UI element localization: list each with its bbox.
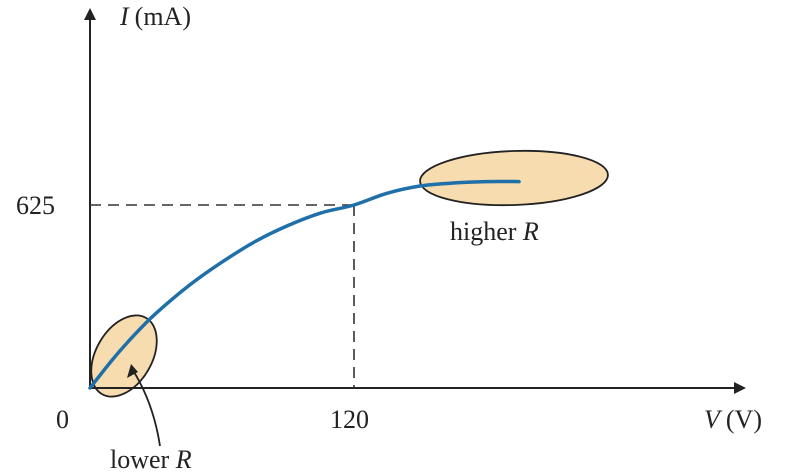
lower-r-label-word: lower xyxy=(110,445,176,472)
higher-r-highlight xyxy=(419,149,609,207)
y-axis-symbol: I xyxy=(119,2,130,31)
y-tick-label: 625 xyxy=(16,191,55,220)
lower-r-highlight xyxy=(90,314,158,398)
y-axis-label: I (mA) xyxy=(119,2,191,31)
x-axis-unit: (V) xyxy=(726,405,762,434)
x-tick-label: 120 xyxy=(330,405,369,434)
lower-r-label: lower R xyxy=(110,445,192,472)
higher-r-label-word: higher xyxy=(450,217,523,246)
x-axis-symbol: V xyxy=(704,405,723,434)
lower-r-label-symbol: R xyxy=(175,445,192,472)
y-axis-unit: (mA) xyxy=(135,2,191,31)
lower-r-pointer-head xyxy=(127,364,138,378)
higher-r-label-symbol: R xyxy=(522,217,539,246)
origin-label: 0 xyxy=(56,405,69,434)
lower-r-pointer xyxy=(133,371,161,447)
higher-r-label: higher R xyxy=(450,217,539,246)
x-axis-label: V (V) xyxy=(704,405,762,434)
iv-curve xyxy=(88,179,521,390)
